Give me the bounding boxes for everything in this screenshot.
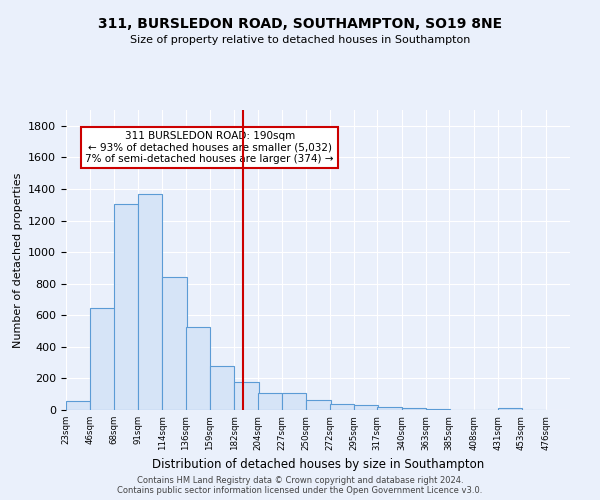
Text: 311, BURSLEDON ROAD, SOUTHAMPTON, SO19 8NE: 311, BURSLEDON ROAD, SOUTHAMPTON, SO19 8…: [98, 18, 502, 32]
Bar: [257, 394, 282, 410]
Bar: [138, 194, 163, 410]
Bar: [66, 402, 91, 410]
Text: Contains public sector information licensed under the Open Government Licence v3: Contains public sector information licen…: [118, 486, 482, 495]
Text: Contains HM Land Registry data © Crown copyright and database right 2024.: Contains HM Land Registry data © Crown c…: [137, 476, 463, 485]
Bar: [329, 404, 354, 410]
X-axis label: Distribution of detached houses by size in Southampton: Distribution of detached houses by size …: [152, 458, 484, 471]
Bar: [113, 204, 138, 410]
Bar: [210, 366, 235, 410]
Bar: [401, 408, 426, 410]
Bar: [354, 405, 379, 410]
Bar: [235, 382, 259, 410]
Bar: [91, 308, 115, 410]
Text: 311 BURSLEDON ROAD: 190sqm
← 93% of detached houses are smaller (5,032)
7% of se: 311 BURSLEDON ROAD: 190sqm ← 93% of deta…: [85, 131, 334, 164]
Y-axis label: Number of detached properties: Number of detached properties: [13, 172, 23, 348]
Bar: [282, 394, 307, 410]
Bar: [426, 408, 451, 410]
Bar: [498, 408, 523, 410]
Text: Size of property relative to detached houses in Southampton: Size of property relative to detached ho…: [130, 35, 470, 45]
Bar: [163, 278, 187, 410]
Bar: [185, 327, 210, 410]
Bar: [377, 406, 401, 410]
Bar: [307, 400, 331, 410]
